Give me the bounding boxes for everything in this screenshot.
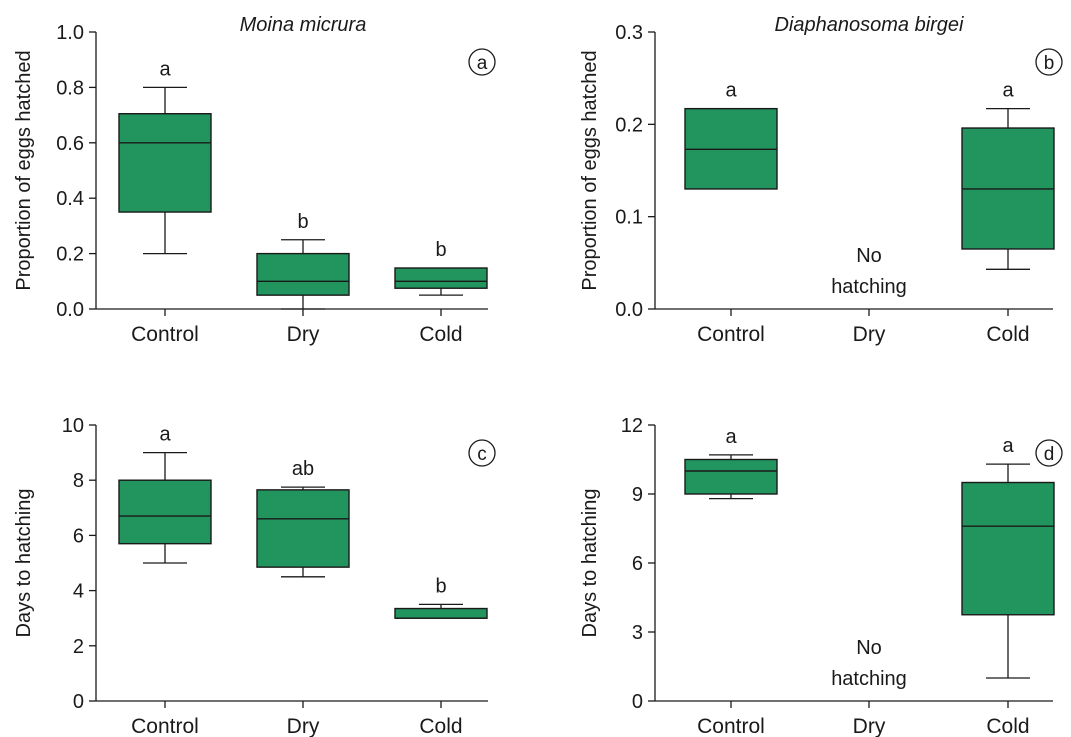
y-tick-label: 6 xyxy=(73,525,84,547)
y-tick-label: 0.3 xyxy=(615,22,643,44)
y-tick-label: 3 xyxy=(632,622,643,644)
significance-letter: b xyxy=(435,239,446,261)
panel-tag-label: a xyxy=(477,53,488,74)
box-rect xyxy=(961,481,1055,616)
y-tick-label: 4 xyxy=(73,581,84,603)
panel-tag-circle xyxy=(1035,439,1063,467)
box-rect xyxy=(118,479,212,545)
y-tick-label: 12 xyxy=(621,415,643,437)
x-tick-label: Cold xyxy=(419,715,462,737)
box-rect xyxy=(256,489,350,568)
y-tick-label: 1.0 xyxy=(56,22,84,44)
panel-title: Diaphanosoma birgei xyxy=(774,14,964,36)
panel-a: 0.0 0.2 0.4 0.6 0.8 1.0 Control Dry Cold Proporti… xyxy=(13,14,496,346)
panel-tag-label: c xyxy=(477,444,487,465)
box-cold: b xyxy=(394,239,488,296)
y-tick-label: 0.8 xyxy=(56,77,84,99)
x-tick-label: Dry xyxy=(853,323,886,346)
box-dry: ab xyxy=(256,458,350,578)
box-cold: a xyxy=(961,435,1055,679)
box-rect xyxy=(394,267,488,289)
box-rect xyxy=(684,458,778,495)
box-control: a xyxy=(684,426,778,500)
no-hatching-note: No xyxy=(856,637,882,659)
box-cold: a xyxy=(961,80,1055,270)
significance-letter: ab xyxy=(292,458,314,480)
y-axis-title: Days to hatching xyxy=(579,489,601,638)
significance-letter: a xyxy=(159,58,171,80)
y-tick-label: 6 xyxy=(632,553,643,575)
significance-letter: a xyxy=(725,426,737,448)
box-dry: b xyxy=(256,211,350,310)
panel-d: 0 3 6 9 12 Control Dry Cold Days to hatching d a a N… xyxy=(579,415,1063,737)
x-tick-label: Cold xyxy=(986,323,1029,346)
box-rect xyxy=(256,252,350,296)
box-cold: b xyxy=(394,575,488,619)
y-axis-title: Days to hatching xyxy=(13,489,35,638)
x-tick-label: Control xyxy=(697,715,765,737)
no-hatching-note: No xyxy=(856,245,882,267)
y-tick-label: 0.1 xyxy=(615,207,643,229)
y-tick-label: 0 xyxy=(73,691,84,713)
panel-c: 0 2 4 6 8 10 Control Dry Cold Days to hatching c a a… xyxy=(13,415,496,737)
x-tick-label: Cold xyxy=(986,715,1029,737)
panel-tag-circle xyxy=(1035,48,1063,76)
y-tick-label: 2 xyxy=(73,636,84,658)
x-tick-label: Cold xyxy=(419,323,462,346)
box-control: a xyxy=(118,58,212,255)
panel-tag-circle xyxy=(468,48,496,76)
y-tick-label: 0.2 xyxy=(56,244,84,266)
box-control: a xyxy=(684,80,778,190)
y-tick-label: 0.4 xyxy=(56,188,84,210)
x-tick-label: Dry xyxy=(287,323,320,346)
significance-letter: a xyxy=(1002,80,1014,102)
panel-tag-label: d xyxy=(1044,444,1055,465)
no-hatching-note: hatching xyxy=(831,668,907,690)
panel-tag-circle xyxy=(468,439,496,467)
y-tick-label: 0 xyxy=(632,691,643,713)
significance-letter: b xyxy=(297,211,308,233)
y-tick-label: 9 xyxy=(632,484,643,506)
box-control: a xyxy=(118,424,212,564)
y-axis-title: Proportion of eggs hatched xyxy=(13,50,35,290)
y-tick-label: 8 xyxy=(73,470,84,492)
y-axis-title: Proportion of eggs hatched xyxy=(579,50,601,290)
y-tick-label: 0.6 xyxy=(56,133,84,155)
box-rect xyxy=(394,607,488,619)
x-tick-label: Control xyxy=(131,715,199,737)
y-tick-label: 0.0 xyxy=(615,299,643,321)
significance-letter: a xyxy=(725,80,737,102)
x-tick-label: Dry xyxy=(287,715,320,737)
x-tick-label: Control xyxy=(697,323,765,346)
significance-letter: b xyxy=(435,575,446,597)
y-tick-label: 10 xyxy=(62,415,84,437)
x-tick-label: Control xyxy=(131,323,199,346)
y-tick-label: 0.0 xyxy=(56,299,84,321)
significance-letter: a xyxy=(159,424,171,446)
box-rect xyxy=(118,113,212,213)
no-hatching-note: hatching xyxy=(831,276,907,298)
panel-b: 0.0 0.1 0.2 0.3 Control Dry Cold Proportion of … xyxy=(579,14,1063,346)
x-tick-label: Dry xyxy=(853,715,886,737)
panel-tag-label: b xyxy=(1044,53,1055,74)
panel-title: Moina micrura xyxy=(240,14,367,36)
y-tick-label: 0.2 xyxy=(615,114,643,136)
significance-letter: a xyxy=(1002,435,1014,457)
